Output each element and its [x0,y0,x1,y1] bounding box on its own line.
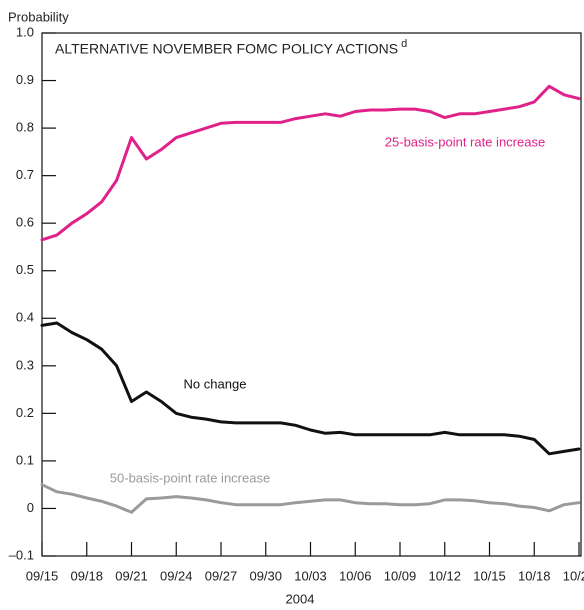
x-tick-label: 09/21 [115,568,148,583]
x-tick-label: 09/15 [26,568,59,583]
y-tick-label: 0.2 [16,405,34,420]
x-tick-label: 10/03 [294,568,327,583]
x-tick-label: 09/24 [160,568,193,583]
x-tick-label: 09/30 [249,568,282,583]
x-axis-label: 2004 [286,591,315,606]
x-tick-label: 10/21 [563,568,584,583]
y-tick-label: 1.0 [16,24,34,39]
y-tick-label: 0.8 [16,120,34,135]
plot-frame [41,32,582,557]
y-tick-label: –0.1 [9,547,34,562]
y-tick-label: 0.9 [16,72,34,87]
y-tick-label: 0.3 [16,357,34,372]
y-tick-label: 0 [27,500,34,515]
series-label: 25-basis-point rate increase [385,134,545,149]
y-axis-label: Probability [8,9,69,24]
x-tick-label: 10/06 [339,568,372,583]
series-line [40,84,581,242]
y-tick-label: 0.7 [16,167,34,182]
x-tick-label: 10/15 [473,568,506,583]
y-tick-label: 0.5 [16,262,34,277]
series-label: No change [184,376,247,391]
x-tick-label: 10/09 [384,568,417,583]
title-footnote: d [401,38,407,50]
x-tick-label: 09/27 [205,568,238,583]
x-tick-label: 10/18 [518,568,551,583]
y-tick-label: 0.1 [16,452,34,467]
y-tick-label: 0.6 [16,215,34,230]
chart-title: ALTERNATIVE NOVEMBER FOMC POLICY ACTIONS [55,41,398,57]
x-tick-label: 09/18 [70,568,103,583]
series-line [40,321,581,456]
x-tick-label: 10/12 [428,568,461,583]
series-line [40,483,581,514]
series-label: 50-basis-point rate increase [110,470,270,485]
y-tick-label: 0.4 [16,310,34,325]
